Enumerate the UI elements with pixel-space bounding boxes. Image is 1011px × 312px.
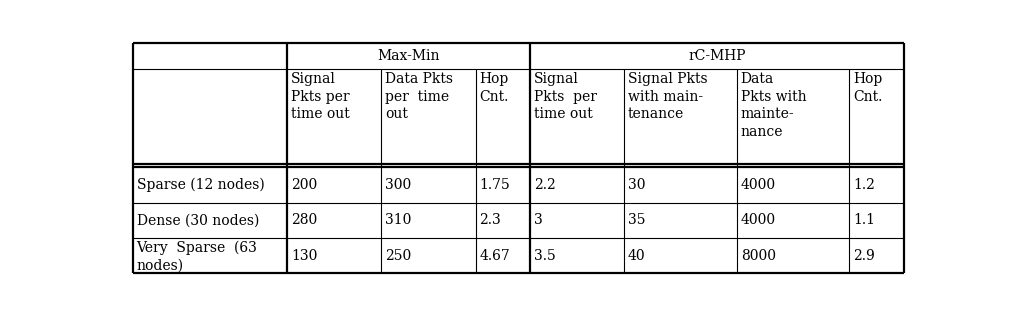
Text: 3.5: 3.5	[534, 249, 555, 263]
Text: 4000: 4000	[741, 178, 775, 192]
Text: 250: 250	[385, 249, 411, 263]
Text: 2.3: 2.3	[479, 213, 501, 227]
Text: Data
Pkts with
mainte-
nance: Data Pkts with mainte- nance	[741, 72, 807, 139]
Text: 200: 200	[291, 178, 317, 192]
Text: 130: 130	[291, 249, 317, 263]
Text: 30: 30	[628, 178, 646, 192]
Text: 300: 300	[385, 178, 411, 192]
Text: 3: 3	[534, 213, 543, 227]
Text: Signal Pkts
with main-
tenance: Signal Pkts with main- tenance	[628, 72, 708, 121]
Text: 280: 280	[291, 213, 317, 227]
Text: 4.67: 4.67	[479, 249, 511, 263]
Text: Signal
Pkts  per
time out: Signal Pkts per time out	[534, 72, 596, 121]
Text: 4000: 4000	[741, 213, 775, 227]
Text: Very  Sparse  (63
nodes): Very Sparse (63 nodes)	[136, 240, 258, 272]
Text: 1.2: 1.2	[853, 178, 876, 192]
Text: Hop
Cnt.: Hop Cnt.	[479, 72, 509, 104]
Text: 40: 40	[628, 249, 646, 263]
Text: 35: 35	[628, 213, 646, 227]
Text: Max-Min: Max-Min	[377, 49, 440, 63]
Text: 2.2: 2.2	[534, 178, 555, 192]
Text: Hop
Cnt.: Hop Cnt.	[853, 72, 883, 104]
Text: Dense (30 nodes): Dense (30 nodes)	[136, 213, 259, 227]
Text: Signal
Pkts per
time out: Signal Pkts per time out	[291, 72, 350, 121]
Text: rC-MHP: rC-MHP	[687, 49, 745, 63]
Text: 310: 310	[385, 213, 411, 227]
Text: 2.9: 2.9	[853, 249, 876, 263]
Text: 1.75: 1.75	[479, 178, 511, 192]
Text: 1.1: 1.1	[853, 213, 876, 227]
Text: Data Pkts
per  time
out: Data Pkts per time out	[385, 72, 453, 121]
Text: 8000: 8000	[741, 249, 775, 263]
Text: Sparse (12 nodes): Sparse (12 nodes)	[136, 178, 264, 192]
